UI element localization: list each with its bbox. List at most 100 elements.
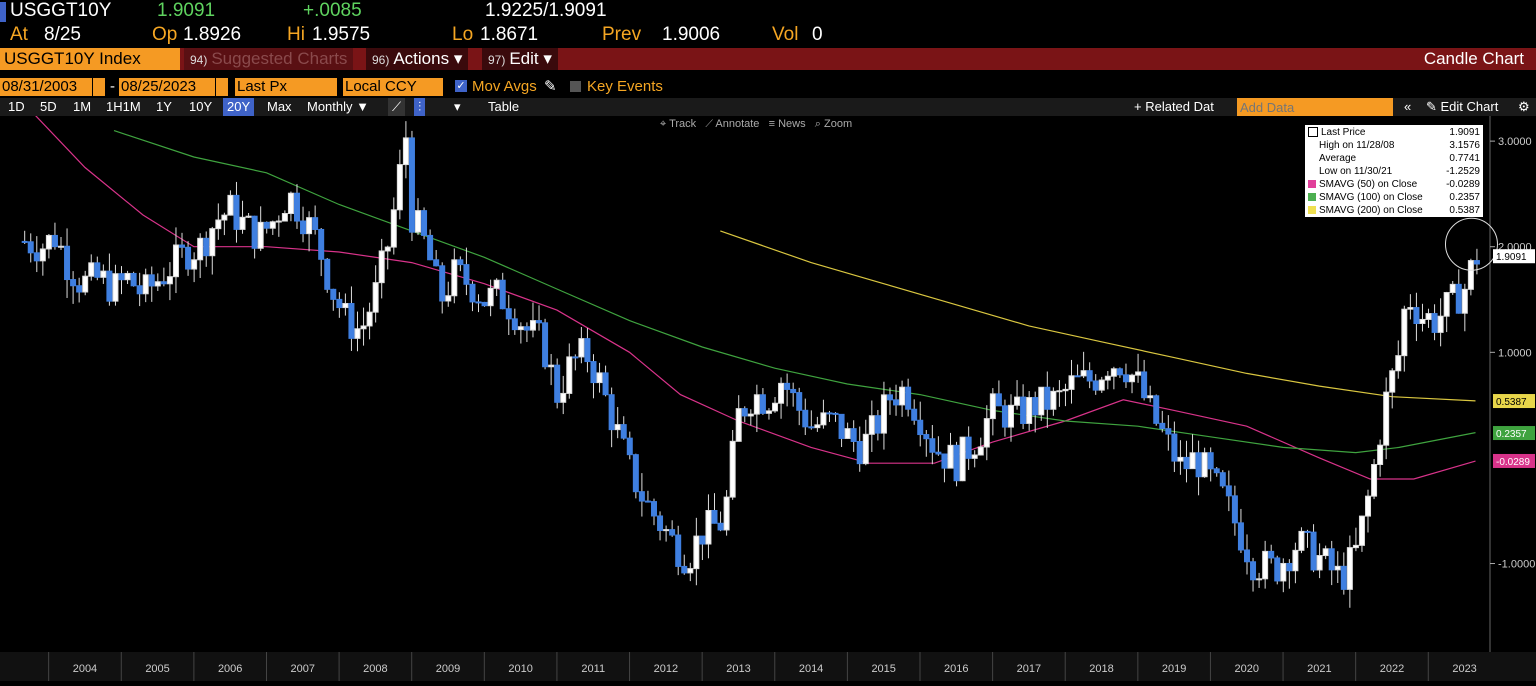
edit-label: Edit ▾ xyxy=(509,49,552,68)
suggested-charts-button[interactable]: 94) Suggested Charts xyxy=(184,48,354,70)
edit-chart-button[interactable]: ✎ Edit Chart xyxy=(1426,99,1499,114)
quote-header: USGGT10Y 1.9091 +.0085 1.9225/1.9091 xyxy=(0,0,1536,24)
add-data-input[interactable] xyxy=(1237,98,1393,116)
candle-body xyxy=(354,328,361,339)
news-button[interactable]: News xyxy=(778,118,806,130)
sma200-tag: 0.5387 xyxy=(1496,397,1527,408)
candle-body xyxy=(687,568,694,574)
candle-body xyxy=(427,234,434,261)
range-5d[interactable]: 5D xyxy=(40,99,57,114)
legend-value: 0.5387 xyxy=(1449,205,1480,216)
track-button[interactable]: Track xyxy=(669,118,697,130)
range-1y[interactable]: 1Y xyxy=(156,99,172,114)
high-label: Hi xyxy=(287,24,305,45)
candle-body xyxy=(451,259,458,297)
candle-body xyxy=(759,394,766,414)
candle-body xyxy=(669,529,676,536)
chart-area[interactable]: 3.0000 2.0000 1.0000 -1.0000 2004 2005 2006 200… xyxy=(0,103,1536,681)
range-max[interactable]: Max xyxy=(267,99,292,114)
x-tick-label: 2015 xyxy=(871,663,895,675)
security-field[interactable]: USGGT10Y Index xyxy=(0,48,180,70)
candle-body xyxy=(868,415,875,435)
table-button[interactable]: Table xyxy=(488,99,520,114)
vol-value: 0 xyxy=(812,24,823,45)
annotate-button[interactable]: Annotate xyxy=(715,118,760,130)
related-data-button[interactable]: + Related Dat xyxy=(1134,99,1214,114)
candle-body xyxy=(935,451,942,455)
dropdown-icon[interactable]: ▾ xyxy=(454,99,461,114)
candle-body xyxy=(330,288,337,300)
legend-row: High on 11/28/08 3.1576 xyxy=(1308,139,1480,152)
gear-icon[interactable]: ⚙ xyxy=(1518,99,1530,114)
news-icon: ≡ xyxy=(768,118,776,130)
candle-body xyxy=(1129,374,1136,383)
line-chart-icon[interactable]: ⟋ xyxy=(388,98,406,116)
legend-value: -1.2529 xyxy=(1446,166,1480,177)
legend-row: SMAVG (100) on Close 0.2357 xyxy=(1308,191,1480,204)
actions-num: 96) xyxy=(372,53,390,67)
mov-avgs-checkbox-icon[interactable]: ✓ xyxy=(455,80,467,92)
currency-select[interactable]: Local CCY xyxy=(343,78,443,96)
y-tick-label: 1.0000 xyxy=(1498,347,1532,359)
end-date-field[interactable]: 08/25/2023 xyxy=(119,78,215,96)
prev-label: Prev xyxy=(602,24,642,45)
candle-body xyxy=(578,338,585,358)
candle-body xyxy=(765,410,772,414)
chart-type-label[interactable]: Candle Chart xyxy=(1423,49,1524,68)
at-value: 8/25 xyxy=(44,24,81,45)
calendar-end-icon[interactable] xyxy=(216,78,228,96)
candle-body xyxy=(51,234,58,248)
key-events-checkbox-icon[interactable] xyxy=(570,81,581,92)
candle-body xyxy=(1365,495,1372,517)
price-field-select[interactable]: Last Px xyxy=(235,78,337,96)
candle-body xyxy=(517,326,524,331)
collapse-icon[interactable]: « xyxy=(1404,99,1412,114)
range-10y[interactable]: 10Y xyxy=(189,99,213,114)
candle-body xyxy=(790,388,797,394)
candle-body xyxy=(415,210,422,233)
candle-body xyxy=(1189,452,1196,470)
candle-body xyxy=(408,137,415,233)
key-events-label[interactable]: Key Events xyxy=(587,78,663,95)
candle-body xyxy=(911,408,918,421)
calendar-start-icon[interactable] xyxy=(93,78,105,96)
candle-body xyxy=(160,281,167,285)
candle-body xyxy=(905,386,912,410)
pencil-icon[interactable]: ✎ xyxy=(544,78,557,95)
actions-label: Actions ▾ xyxy=(393,49,463,68)
mov-avgs-label[interactable]: Mov Avgs xyxy=(472,78,537,95)
x-tick-label: 2012 xyxy=(654,663,678,675)
candle-body xyxy=(566,356,573,394)
candle-body xyxy=(1425,313,1432,320)
legend-label: Last Price xyxy=(1321,127,1366,138)
candle-body xyxy=(154,281,161,287)
candle-body xyxy=(965,436,972,459)
x-tick-label: 2007 xyxy=(291,663,315,675)
candle-body xyxy=(457,259,464,266)
ticker[interactable]: USGGT10Y xyxy=(10,0,112,21)
range-1h1m[interactable]: 1H1M xyxy=(106,99,141,114)
highlight-circle xyxy=(1444,217,1498,271)
candle-chart-icon[interactable]: ⫶ xyxy=(414,98,426,116)
candle-body xyxy=(663,529,670,532)
zoom-button[interactable]: Zoom xyxy=(824,118,853,130)
low-label: Lo xyxy=(452,24,474,45)
candle-body xyxy=(1310,531,1317,571)
candle-body xyxy=(1068,375,1075,390)
candle-body xyxy=(995,393,1002,407)
range-1m[interactable]: 1M xyxy=(73,99,92,114)
actions-button[interactable]: 96) Actions ▾ xyxy=(366,48,469,70)
sma50-tag-bg xyxy=(1493,453,1535,468)
start-date-field[interactable]: 08/31/2003 xyxy=(0,78,92,96)
last-price-tag-bg xyxy=(1493,249,1535,264)
legend-value: 0.7741 xyxy=(1449,153,1480,164)
range-20y[interactable]: 20Y xyxy=(223,98,255,116)
range-1d[interactable]: 1D xyxy=(8,99,25,114)
candle-body xyxy=(989,393,996,420)
candle-body xyxy=(185,246,192,270)
edit-menu-button[interactable]: 97) Edit ▾ xyxy=(482,48,558,70)
candle-body xyxy=(1159,422,1166,430)
period-select[interactable]: Monthly ▼ xyxy=(307,99,369,114)
candle-body xyxy=(1056,390,1063,393)
